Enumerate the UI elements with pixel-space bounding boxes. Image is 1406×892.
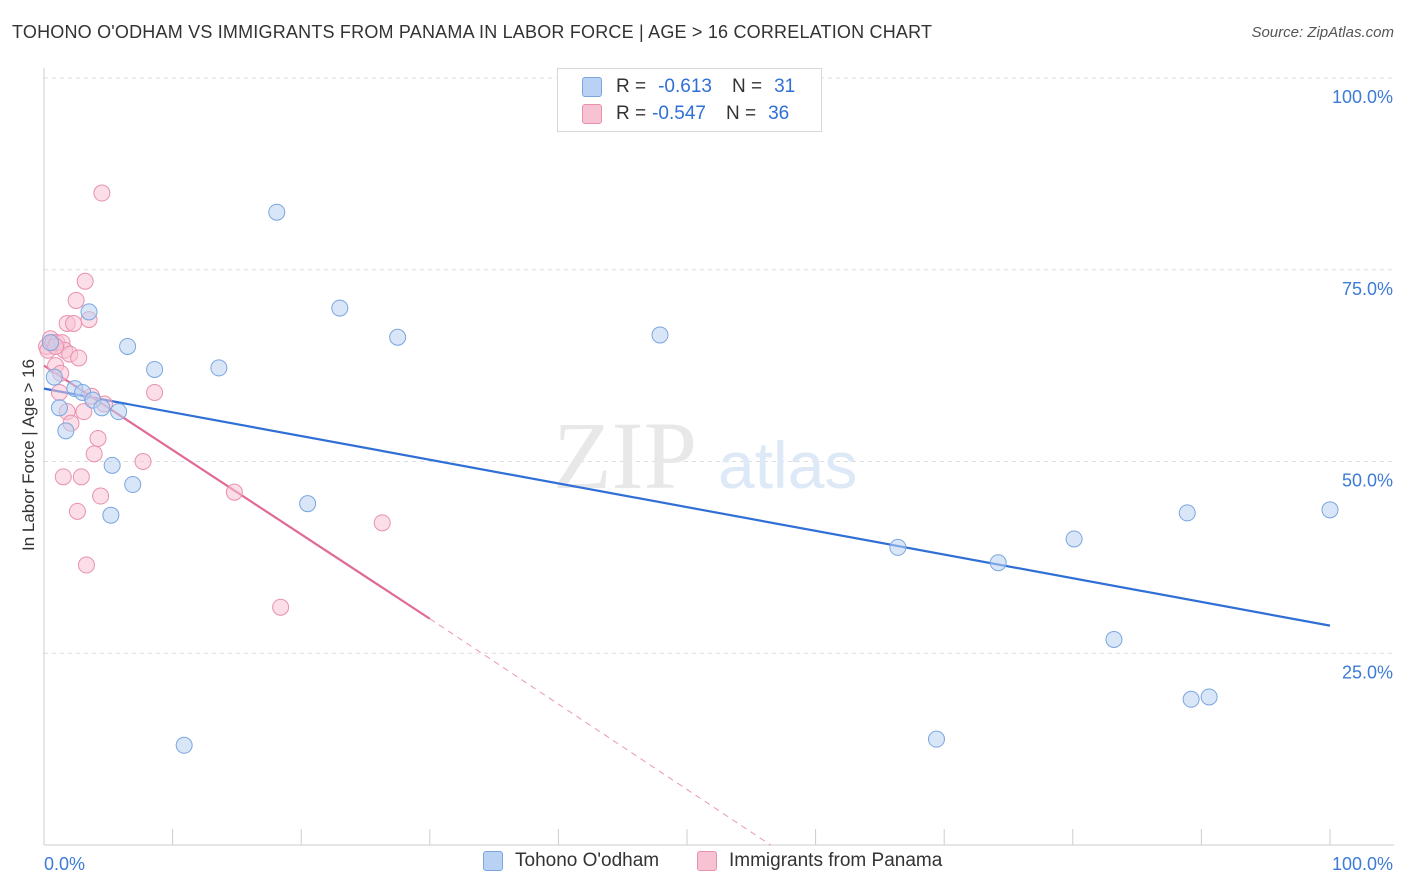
point-tohono: [299, 495, 317, 513]
point-tohono: [45, 368, 63, 386]
point-tohono: [110, 403, 128, 421]
gridlines: [44, 77, 1394, 654]
y-tick-label: 75.0%: [1342, 279, 1393, 299]
point-panama: [54, 468, 72, 486]
trend-line-panama-extension: [429, 618, 771, 846]
legend-n-value: 31: [774, 76, 796, 97]
point-tohono: [41, 334, 59, 352]
legend-row-panama: R = -0.547 N = 36: [582, 102, 789, 126]
legend-r-value: -0.547: [652, 103, 706, 124]
point-panama: [70, 349, 88, 367]
point-panama: [68, 502, 86, 520]
legend-n-value: 36: [768, 103, 790, 124]
point-panama: [85, 445, 103, 463]
point-tohono: [57, 422, 75, 440]
legend-label-panama: Immigrants from Panama: [729, 850, 943, 871]
data-points: [38, 184, 1339, 754]
point-panama: [92, 487, 110, 505]
correlation-legend: R = -0.613 N = 31 R = -0.547 N = 36: [557, 68, 822, 132]
legend-swatch-panama: [697, 851, 717, 871]
legend-item-panama[interactable]: Immigrants from Panama: [697, 850, 942, 872]
point-panama: [76, 272, 94, 290]
legend-r-label: R =: [616, 76, 647, 97]
chart-title: TOHONO O'ODHAM VS IMMIGRANTS FROM PANAMA…: [12, 22, 933, 42]
point-panama: [146, 383, 164, 401]
legend-item-tohono[interactable]: Tohono O'odham: [483, 850, 659, 872]
point-panama: [72, 468, 90, 486]
point-panama: [272, 598, 290, 616]
point-tohono: [389, 328, 407, 346]
point-tohono: [93, 399, 111, 417]
point-panama: [65, 314, 83, 332]
series-legend: Tohono O'odham Immigrants from Panama: [0, 850, 1406, 878]
y-axis-label: In Labor Force | Age > 16: [19, 359, 38, 551]
y-tick-label: 25.0%: [1342, 662, 1393, 682]
point-panama: [89, 429, 107, 447]
point-tohono: [331, 299, 349, 317]
watermark: ZIP atlas: [553, 402, 857, 509]
point-tohono: [146, 360, 164, 378]
point-tohono: [1200, 688, 1218, 706]
point-tohono: [124, 476, 142, 494]
point-panama: [67, 291, 85, 309]
legend-swatch-pink: [582, 104, 602, 124]
point-panama: [134, 453, 152, 470]
legend-n-label: N =: [731, 76, 763, 97]
watermark-zip: ZIP: [553, 402, 697, 509]
point-tohono: [1178, 504, 1196, 522]
x-tick-label: 100.0%: [1332, 854, 1393, 874]
tick-labels: 25.0% 50.0% 75.0% 100.0% 0.0% 100.0%: [44, 87, 1393, 874]
legend-swatch-tohono: [483, 851, 503, 871]
point-tohono: [175, 736, 193, 754]
point-tohono: [50, 399, 68, 417]
point-tohono: [210, 359, 228, 377]
legend-r-label: R =: [616, 103, 647, 124]
point-tohono: [1182, 690, 1200, 708]
legend-label-tohono: Tohono O'odham: [515, 850, 660, 871]
point-panama: [373, 514, 391, 532]
legend-n-label: N =: [725, 103, 757, 124]
source-label: Source: ZipAtlas.com: [1251, 24, 1394, 41]
point-tohono: [80, 303, 98, 321]
legend-r-value: -0.613: [658, 76, 712, 97]
legend-row-tohono: R = -0.613 N = 31: [582, 75, 795, 99]
point-panama: [50, 383, 68, 401]
trend-line-tohono: [43, 387, 1331, 627]
point-tohono: [103, 456, 121, 474]
y-tick-label: 100.0%: [1332, 87, 1393, 107]
point-tohono: [989, 554, 1007, 572]
point-tohono: [651, 326, 669, 344]
point-tohono: [927, 730, 945, 748]
y-tick-label: 50.0%: [1342, 471, 1393, 491]
point-tohono: [268, 203, 286, 221]
point-tohono: [1321, 501, 1339, 519]
point-tohono: [1065, 530, 1083, 548]
point-panama: [77, 556, 95, 574]
point-panama: [75, 403, 93, 421]
point-tohono: [102, 506, 120, 524]
axes: [43, 68, 1394, 846]
point-tohono: [1105, 630, 1123, 648]
watermark-atlas: atlas: [718, 428, 857, 502]
point-panama: [93, 184, 111, 202]
point-tohono: [119, 337, 137, 355]
point-tohono: [889, 538, 907, 556]
legend-swatch-blue: [582, 77, 602, 97]
point-panama: [225, 483, 243, 501]
x-tick-label: 0.0%: [44, 854, 85, 874]
